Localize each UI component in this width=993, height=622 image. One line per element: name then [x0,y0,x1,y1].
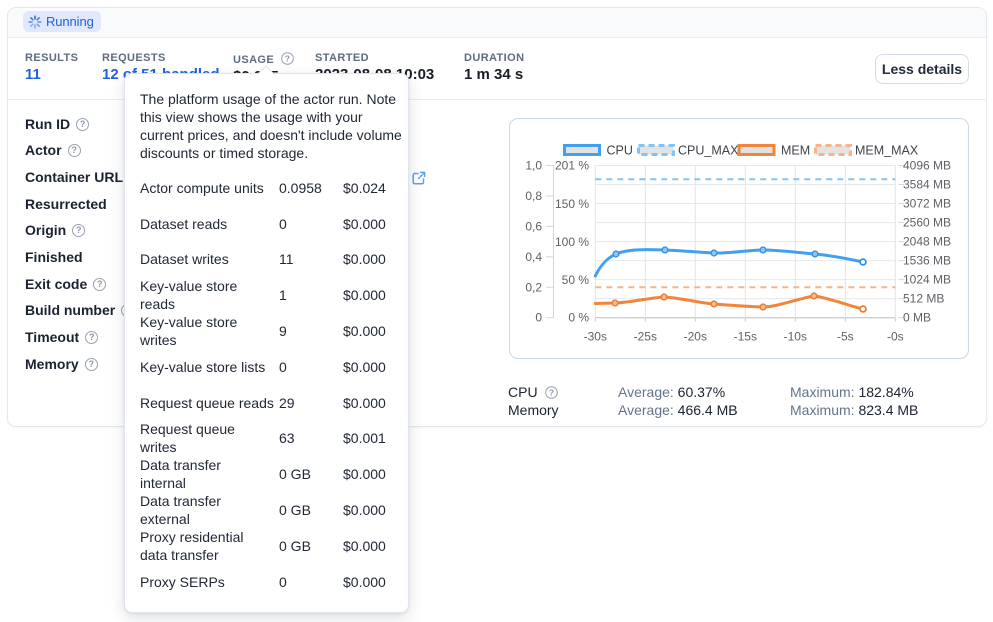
svg-text:2048 MB: 2048 MB [903,235,951,249]
svg-text:3584 MB: 3584 MB [903,178,951,192]
svg-text:150 %: 150 % [555,197,589,211]
svg-text:MEM: MEM [781,144,810,158]
svg-text:0,2: 0,2 [525,280,542,294]
svg-text:0,8: 0,8 [525,189,542,203]
svg-text:0,6: 0,6 [525,219,542,233]
svg-text:-15s: -15s [734,330,757,344]
svg-text:201 %: 201 % [555,159,589,173]
svg-text:512 MB: 512 MB [903,292,944,306]
svg-text:2560 MB: 2560 MB [903,216,951,230]
svg-text:1024 MB: 1024 MB [903,273,951,287]
svg-text:-20s: -20s [684,330,707,344]
svg-text:CPU: CPU [607,144,633,158]
svg-text:0 %: 0 % [568,311,589,325]
svg-text:1,0: 1,0 [525,159,542,173]
svg-text:?: ? [285,53,291,63]
svg-text:3072 MB: 3072 MB [903,197,951,211]
svg-text:?: ? [549,387,554,397]
svg-text:50 %: 50 % [562,273,590,287]
svg-text:4096 MB: 4096 MB [903,159,951,173]
svg-text:0,4: 0,4 [525,250,542,264]
svg-text:MEM_MAX: MEM_MAX [855,144,919,158]
svg-text:-5s: -5s [837,330,854,344]
svg-text:-25s: -25s [634,330,657,344]
svg-text:100 %: 100 % [555,235,589,249]
svg-text:-10s: -10s [784,330,807,344]
svg-text:1536 MB: 1536 MB [903,254,951,268]
svg-text:-30s: -30s [584,330,607,344]
svg-text:-0s: -0s [887,330,904,344]
svg-text:0: 0 [535,311,542,325]
svg-text:0 MB: 0 MB [903,311,931,325]
svg-text:CPU_MAX: CPU_MAX [678,144,739,158]
